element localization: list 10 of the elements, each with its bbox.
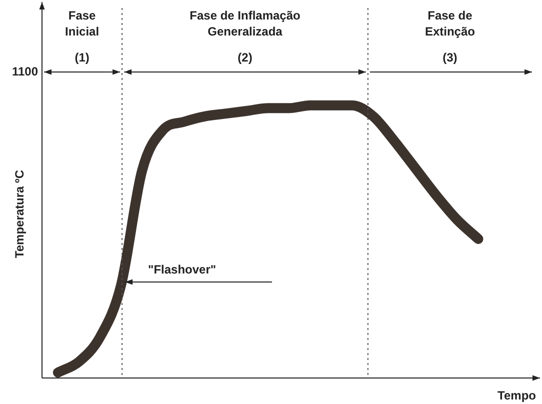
text: Fase de Extinção xyxy=(424,8,475,38)
y-axis-title: Temperatura ºC xyxy=(12,170,26,258)
text: 1100 xyxy=(12,64,38,78)
annotation: "Flashover" xyxy=(148,262,216,276)
text: Fase Inicial xyxy=(65,8,100,38)
x-axis-title: Tempo xyxy=(498,388,536,402)
text: (1) xyxy=(74,50,90,64)
text: (2) xyxy=(238,50,252,64)
text: Fase de Inflamação Generalizada xyxy=(190,8,300,38)
text: (3) xyxy=(442,50,458,64)
